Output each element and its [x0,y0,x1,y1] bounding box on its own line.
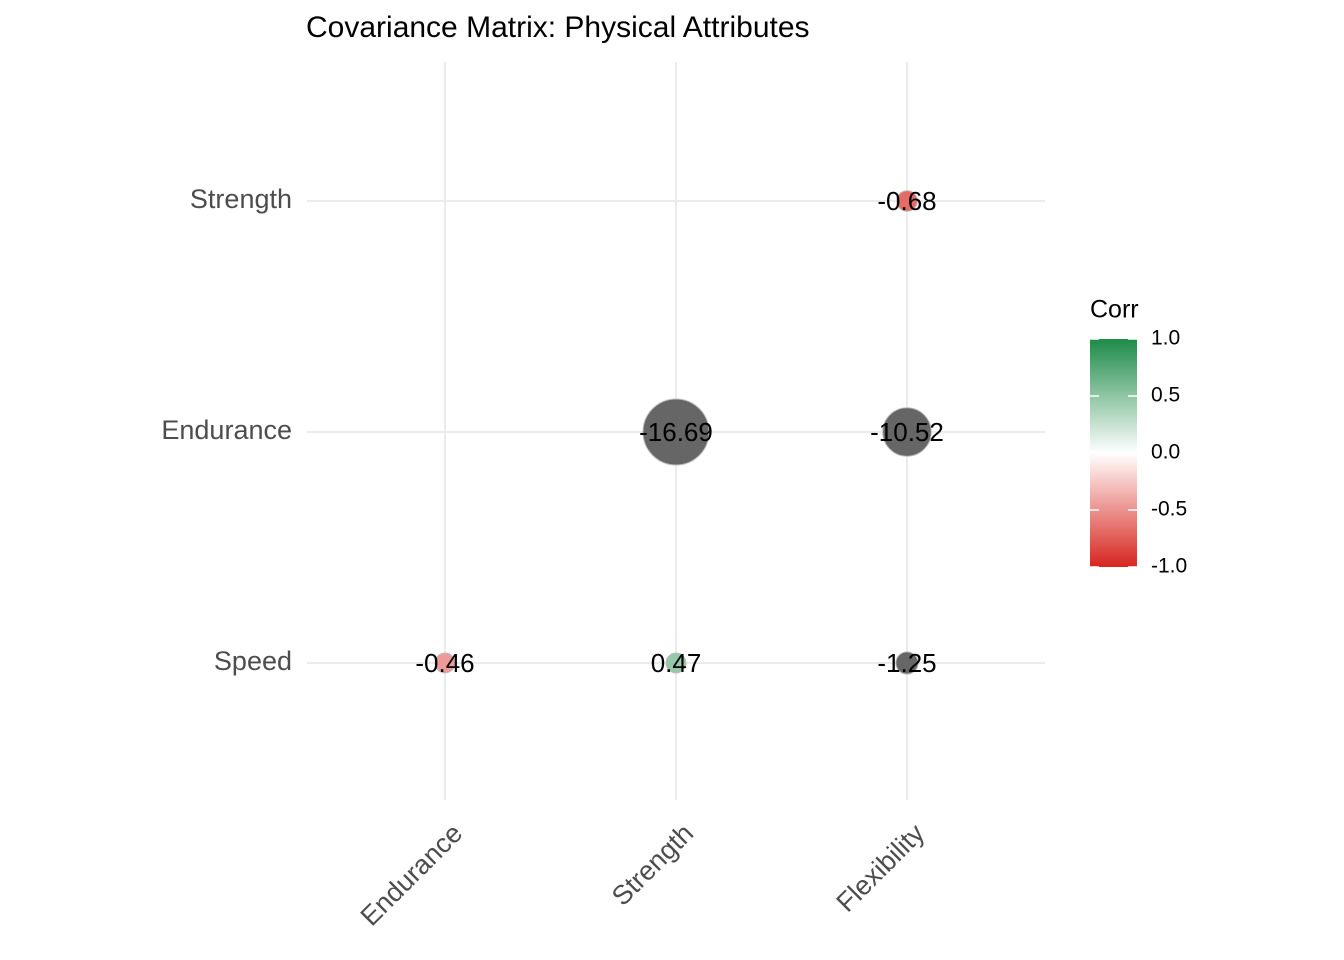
corr-point [882,407,932,457]
corr-point [642,398,710,466]
value-label: -0.68 [877,186,936,216]
corr-point [665,652,687,674]
colorbar-label: 0.0 [1151,441,1180,464]
x-tick-label: Endurance [355,818,469,932]
chart-title: Covariance Matrix: Physical Attributes [306,11,810,44]
colorbar-label: 0.5 [1151,384,1180,407]
corr-point [895,651,919,675]
x-tick-label: Flexibility [831,818,931,918]
corr-point [896,190,918,212]
value-label: -1.25 [877,648,936,678]
y-tick-label: Endurance [161,415,292,445]
colorbar-label: -0.5 [1151,498,1187,521]
y-tick-label: Strength [190,184,292,214]
value-label: 0.47 [651,648,702,678]
colorbar-label: -1.0 [1151,555,1187,578]
legend-title: Corr [1090,296,1139,324]
x-tick-label: Strength [606,818,699,911]
value-label: -10.52 [870,417,944,447]
colorbar-label: 1.0 [1151,327,1180,350]
value-label: -16.69 [639,417,713,447]
y-tick-label: Speed [214,646,292,676]
corr-point [434,652,456,674]
value-label: -0.46 [415,648,474,678]
